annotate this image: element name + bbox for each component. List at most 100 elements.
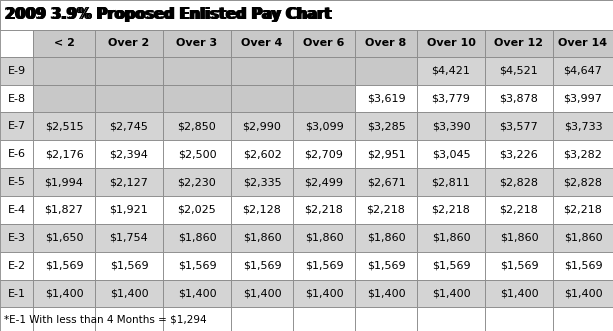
- Text: E-4: E-4: [7, 205, 26, 215]
- Text: $1,400: $1,400: [564, 289, 603, 299]
- Text: $1,569: $1,569: [243, 260, 281, 271]
- Text: $1,400: $1,400: [305, 289, 343, 299]
- Text: $3,619: $3,619: [367, 94, 405, 104]
- Bar: [0, 140, 33, 168]
- Text: $3,577: $3,577: [500, 121, 538, 131]
- Text: $2,218: $2,218: [563, 205, 603, 215]
- Text: $3,282: $3,282: [563, 149, 603, 159]
- Bar: [417, 224, 485, 252]
- Text: $3,997: $3,997: [563, 94, 603, 104]
- Bar: [231, 57, 293, 85]
- Bar: [0, 252, 33, 280]
- Bar: [485, 30, 553, 57]
- Text: E-5: E-5: [7, 177, 26, 187]
- Text: $2,394: $2,394: [110, 149, 148, 159]
- Text: $2,602: $2,602: [243, 149, 281, 159]
- Text: Over 4: Over 4: [242, 38, 283, 48]
- Text: $1,860: $1,860: [305, 233, 343, 243]
- Bar: [417, 168, 485, 196]
- Text: $3,045: $3,045: [432, 149, 470, 159]
- Text: Over 10: Over 10: [427, 38, 476, 48]
- Bar: [553, 57, 613, 85]
- Bar: [163, 113, 231, 140]
- Text: $2,709: $2,709: [305, 149, 343, 159]
- Bar: [553, 196, 613, 224]
- Bar: [0, 0, 613, 30]
- Bar: [553, 30, 613, 57]
- Text: $2,828: $2,828: [500, 177, 538, 187]
- Bar: [485, 280, 553, 307]
- Text: $1,860: $1,860: [500, 233, 538, 243]
- Bar: [553, 280, 613, 307]
- Text: $2,990: $2,990: [243, 121, 281, 131]
- Text: $1,860: $1,860: [564, 233, 603, 243]
- Bar: [231, 85, 293, 113]
- Text: E-8: E-8: [7, 94, 26, 104]
- Bar: [293, 30, 355, 57]
- Text: < 2: < 2: [53, 38, 74, 48]
- Bar: [355, 168, 417, 196]
- Text: $1,860: $1,860: [432, 233, 470, 243]
- Bar: [163, 280, 231, 307]
- Bar: [553, 140, 613, 168]
- Text: $2,811: $2,811: [432, 177, 470, 187]
- Text: $2,671: $2,671: [367, 177, 405, 187]
- Bar: [231, 113, 293, 140]
- Bar: [95, 307, 163, 331]
- Bar: [417, 85, 485, 113]
- Bar: [485, 140, 553, 168]
- Bar: [293, 168, 355, 196]
- Bar: [417, 30, 485, 57]
- Bar: [485, 307, 553, 331]
- Text: E-7: E-7: [7, 121, 26, 131]
- Text: $4,521: $4,521: [500, 66, 538, 76]
- Bar: [95, 30, 163, 57]
- Text: $3,390: $3,390: [432, 121, 470, 131]
- Text: E-1: E-1: [7, 289, 26, 299]
- Bar: [293, 252, 355, 280]
- Bar: [417, 57, 485, 85]
- Text: $4,647: $4,647: [563, 66, 603, 76]
- Bar: [231, 196, 293, 224]
- Text: $1,860: $1,860: [178, 233, 216, 243]
- Text: $1,400: $1,400: [178, 289, 216, 299]
- Text: $1,569: $1,569: [564, 260, 603, 271]
- Text: Over 14: Over 14: [558, 38, 607, 48]
- Text: $2,745: $2,745: [110, 121, 148, 131]
- Bar: [33, 168, 95, 196]
- Bar: [293, 280, 355, 307]
- Bar: [417, 140, 485, 168]
- Bar: [417, 113, 485, 140]
- Bar: [33, 252, 95, 280]
- Bar: [293, 196, 355, 224]
- Bar: [355, 252, 417, 280]
- Text: E-2: E-2: [7, 260, 26, 271]
- Text: $1,860: $1,860: [243, 233, 281, 243]
- Text: 2009 3.9% Proposed Enlisted Pay Chart: 2009 3.9% Proposed Enlisted Pay Chart: [6, 8, 332, 23]
- Bar: [0, 85, 33, 113]
- Bar: [163, 30, 231, 57]
- Text: $1,754: $1,754: [110, 233, 148, 243]
- Text: $2,515: $2,515: [45, 121, 83, 131]
- Bar: [0, 307, 33, 331]
- Text: $1,569: $1,569: [178, 260, 216, 271]
- Bar: [417, 307, 485, 331]
- Text: $1,650: $1,650: [45, 233, 83, 243]
- Bar: [553, 224, 613, 252]
- Bar: [33, 113, 95, 140]
- Text: $2,499: $2,499: [305, 177, 343, 187]
- Text: $2,850: $2,850: [178, 121, 216, 131]
- Bar: [553, 252, 613, 280]
- Bar: [163, 168, 231, 196]
- Bar: [355, 30, 417, 57]
- Text: Over 12: Over 12: [495, 38, 544, 48]
- Bar: [355, 224, 417, 252]
- Bar: [33, 196, 95, 224]
- Bar: [0, 113, 33, 140]
- Text: Over 2: Over 2: [109, 38, 150, 48]
- Bar: [355, 85, 417, 113]
- Text: $1,569: $1,569: [367, 260, 405, 271]
- Bar: [293, 85, 355, 113]
- Bar: [485, 252, 553, 280]
- Bar: [95, 168, 163, 196]
